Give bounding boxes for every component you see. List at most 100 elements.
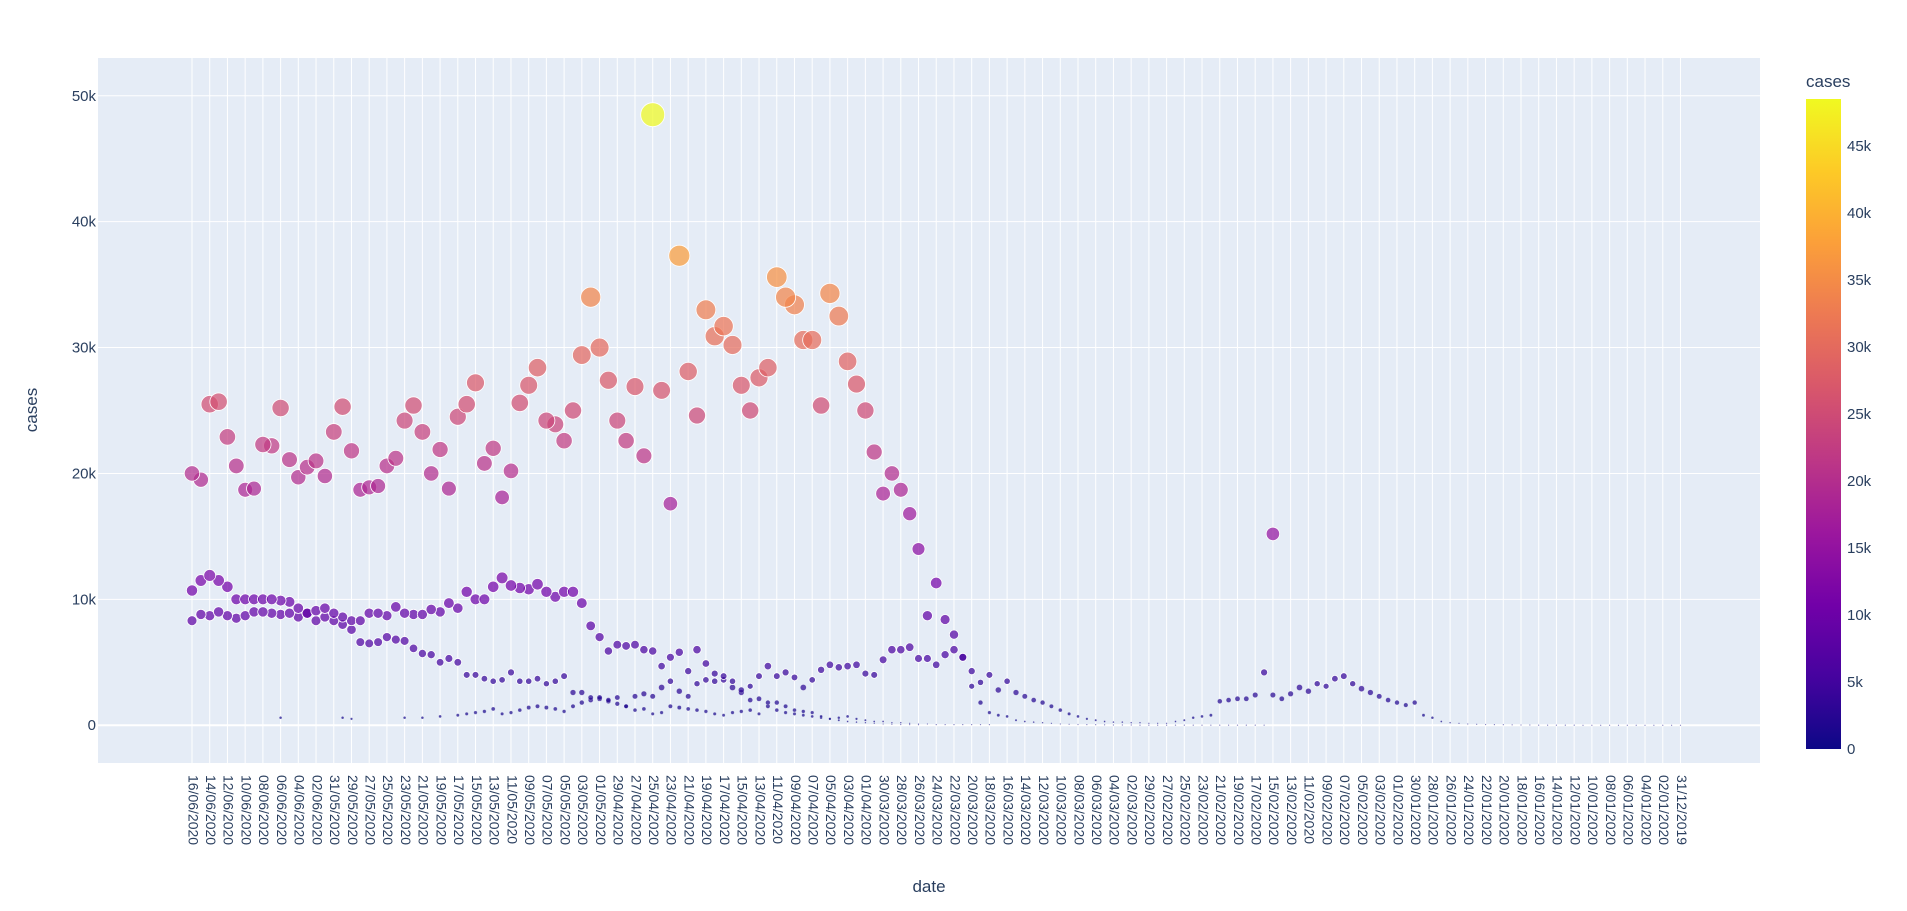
data-point <box>387 449 405 467</box>
data-point <box>944 723 946 726</box>
data-point <box>509 710 513 715</box>
data-point <box>1130 721 1133 724</box>
data-point <box>390 634 401 645</box>
data-point <box>810 714 814 718</box>
data-point <box>341 716 345 720</box>
data-point <box>828 305 850 327</box>
data-point <box>525 677 533 685</box>
data-point <box>775 286 797 308</box>
colorbar-tick-label: 5k <box>1847 674 1863 691</box>
data-point <box>856 401 875 420</box>
data-point <box>1014 719 1018 722</box>
data-point <box>676 688 683 695</box>
data-point <box>452 602 464 614</box>
x-tick-label: 10/01/2020 <box>1585 775 1601 845</box>
data-point <box>641 690 647 697</box>
data-point <box>905 642 915 652</box>
data-point <box>878 655 888 665</box>
data-point <box>292 602 304 614</box>
data-point <box>333 397 352 416</box>
data-point <box>873 722 875 725</box>
x-tick-label: 16/03/2020 <box>1000 775 1016 845</box>
data-point <box>979 723 982 726</box>
data-point <box>702 676 710 684</box>
x-tick-label: 03/02/2020 <box>1373 775 1389 845</box>
data-point <box>1121 724 1124 726</box>
data-point <box>746 682 754 690</box>
data-point <box>487 580 500 593</box>
data-point <box>1217 698 1223 704</box>
data-point <box>1191 716 1195 720</box>
x-tick-label: 04/06/2020 <box>292 775 308 845</box>
data-point <box>390 601 402 613</box>
data-point <box>1148 724 1150 726</box>
data-point <box>535 704 540 709</box>
data-point <box>1430 716 1434 720</box>
data-point <box>834 663 843 672</box>
x-tick-label: 24/03/2020 <box>930 775 946 845</box>
x-tick-label: 23/02/2020 <box>1195 775 1211 845</box>
data-point <box>988 723 991 726</box>
data-point <box>765 700 771 706</box>
data-point <box>852 660 861 669</box>
data-point <box>976 678 985 686</box>
x-tick-label: 08/06/2020 <box>256 775 272 845</box>
data-point <box>537 411 556 430</box>
data-point <box>1003 677 1011 685</box>
data-point <box>425 603 437 616</box>
data-point <box>218 428 237 446</box>
colorbar-tick-label: 35k <box>1847 272 1872 289</box>
data-point <box>896 645 906 655</box>
x-tick-label: 27/05/2020 <box>362 775 378 845</box>
data-point <box>783 710 788 715</box>
x-tick-label: 02/01/2020 <box>1656 775 1672 845</box>
data-point <box>870 671 879 679</box>
data-point <box>837 351 858 372</box>
data-point <box>792 708 797 713</box>
data-point <box>623 704 629 709</box>
data-point <box>887 645 897 655</box>
x-tick-label: 01/05/2020 <box>593 775 609 845</box>
x-tick-label: 22/03/2020 <box>947 775 963 845</box>
x-tick-label: 11/04/2020 <box>770 775 786 844</box>
data-point <box>517 708 522 713</box>
data-point <box>668 244 691 267</box>
data-point <box>763 661 773 671</box>
data-point <box>1260 668 1269 677</box>
x-tick-label: 16/06/2020 <box>185 775 201 845</box>
data-point <box>542 680 550 688</box>
data-point <box>666 652 675 662</box>
data-point <box>1209 713 1213 717</box>
data-point <box>608 411 627 430</box>
data-point <box>1322 682 1330 690</box>
data-point <box>588 694 594 701</box>
data-point <box>560 672 568 680</box>
data-point <box>995 687 1002 693</box>
data-point <box>873 720 876 723</box>
y-tick-label: 0 <box>88 717 96 734</box>
x-tick-label: 19/02/2020 <box>1231 775 1247 845</box>
data-point <box>843 661 852 671</box>
data-point <box>443 597 455 609</box>
colorbar-tick-label: 15k <box>1847 540 1872 557</box>
data-point <box>1032 721 1035 724</box>
data-point <box>1263 724 1265 726</box>
data-point <box>580 286 602 308</box>
y-tick-labels: 0 10k 20k 30k 40k 50k <box>72 88 97 734</box>
data-point <box>766 266 788 288</box>
x-tick-label: 17/04/2020 <box>717 775 733 845</box>
data-point <box>677 705 682 710</box>
data-point <box>1201 724 1203 726</box>
data-point <box>847 374 866 394</box>
x-tick-label: 14/03/2020 <box>1018 775 1034 845</box>
data-point <box>457 395 476 414</box>
data-point <box>1635 724 1637 726</box>
data-point <box>1484 723 1487 726</box>
data-point <box>674 647 684 657</box>
data-point <box>1340 672 1348 680</box>
data-point <box>228 457 245 475</box>
data-point <box>563 401 583 420</box>
data-point <box>456 713 460 717</box>
data-point <box>576 597 588 609</box>
data-point <box>403 716 407 720</box>
